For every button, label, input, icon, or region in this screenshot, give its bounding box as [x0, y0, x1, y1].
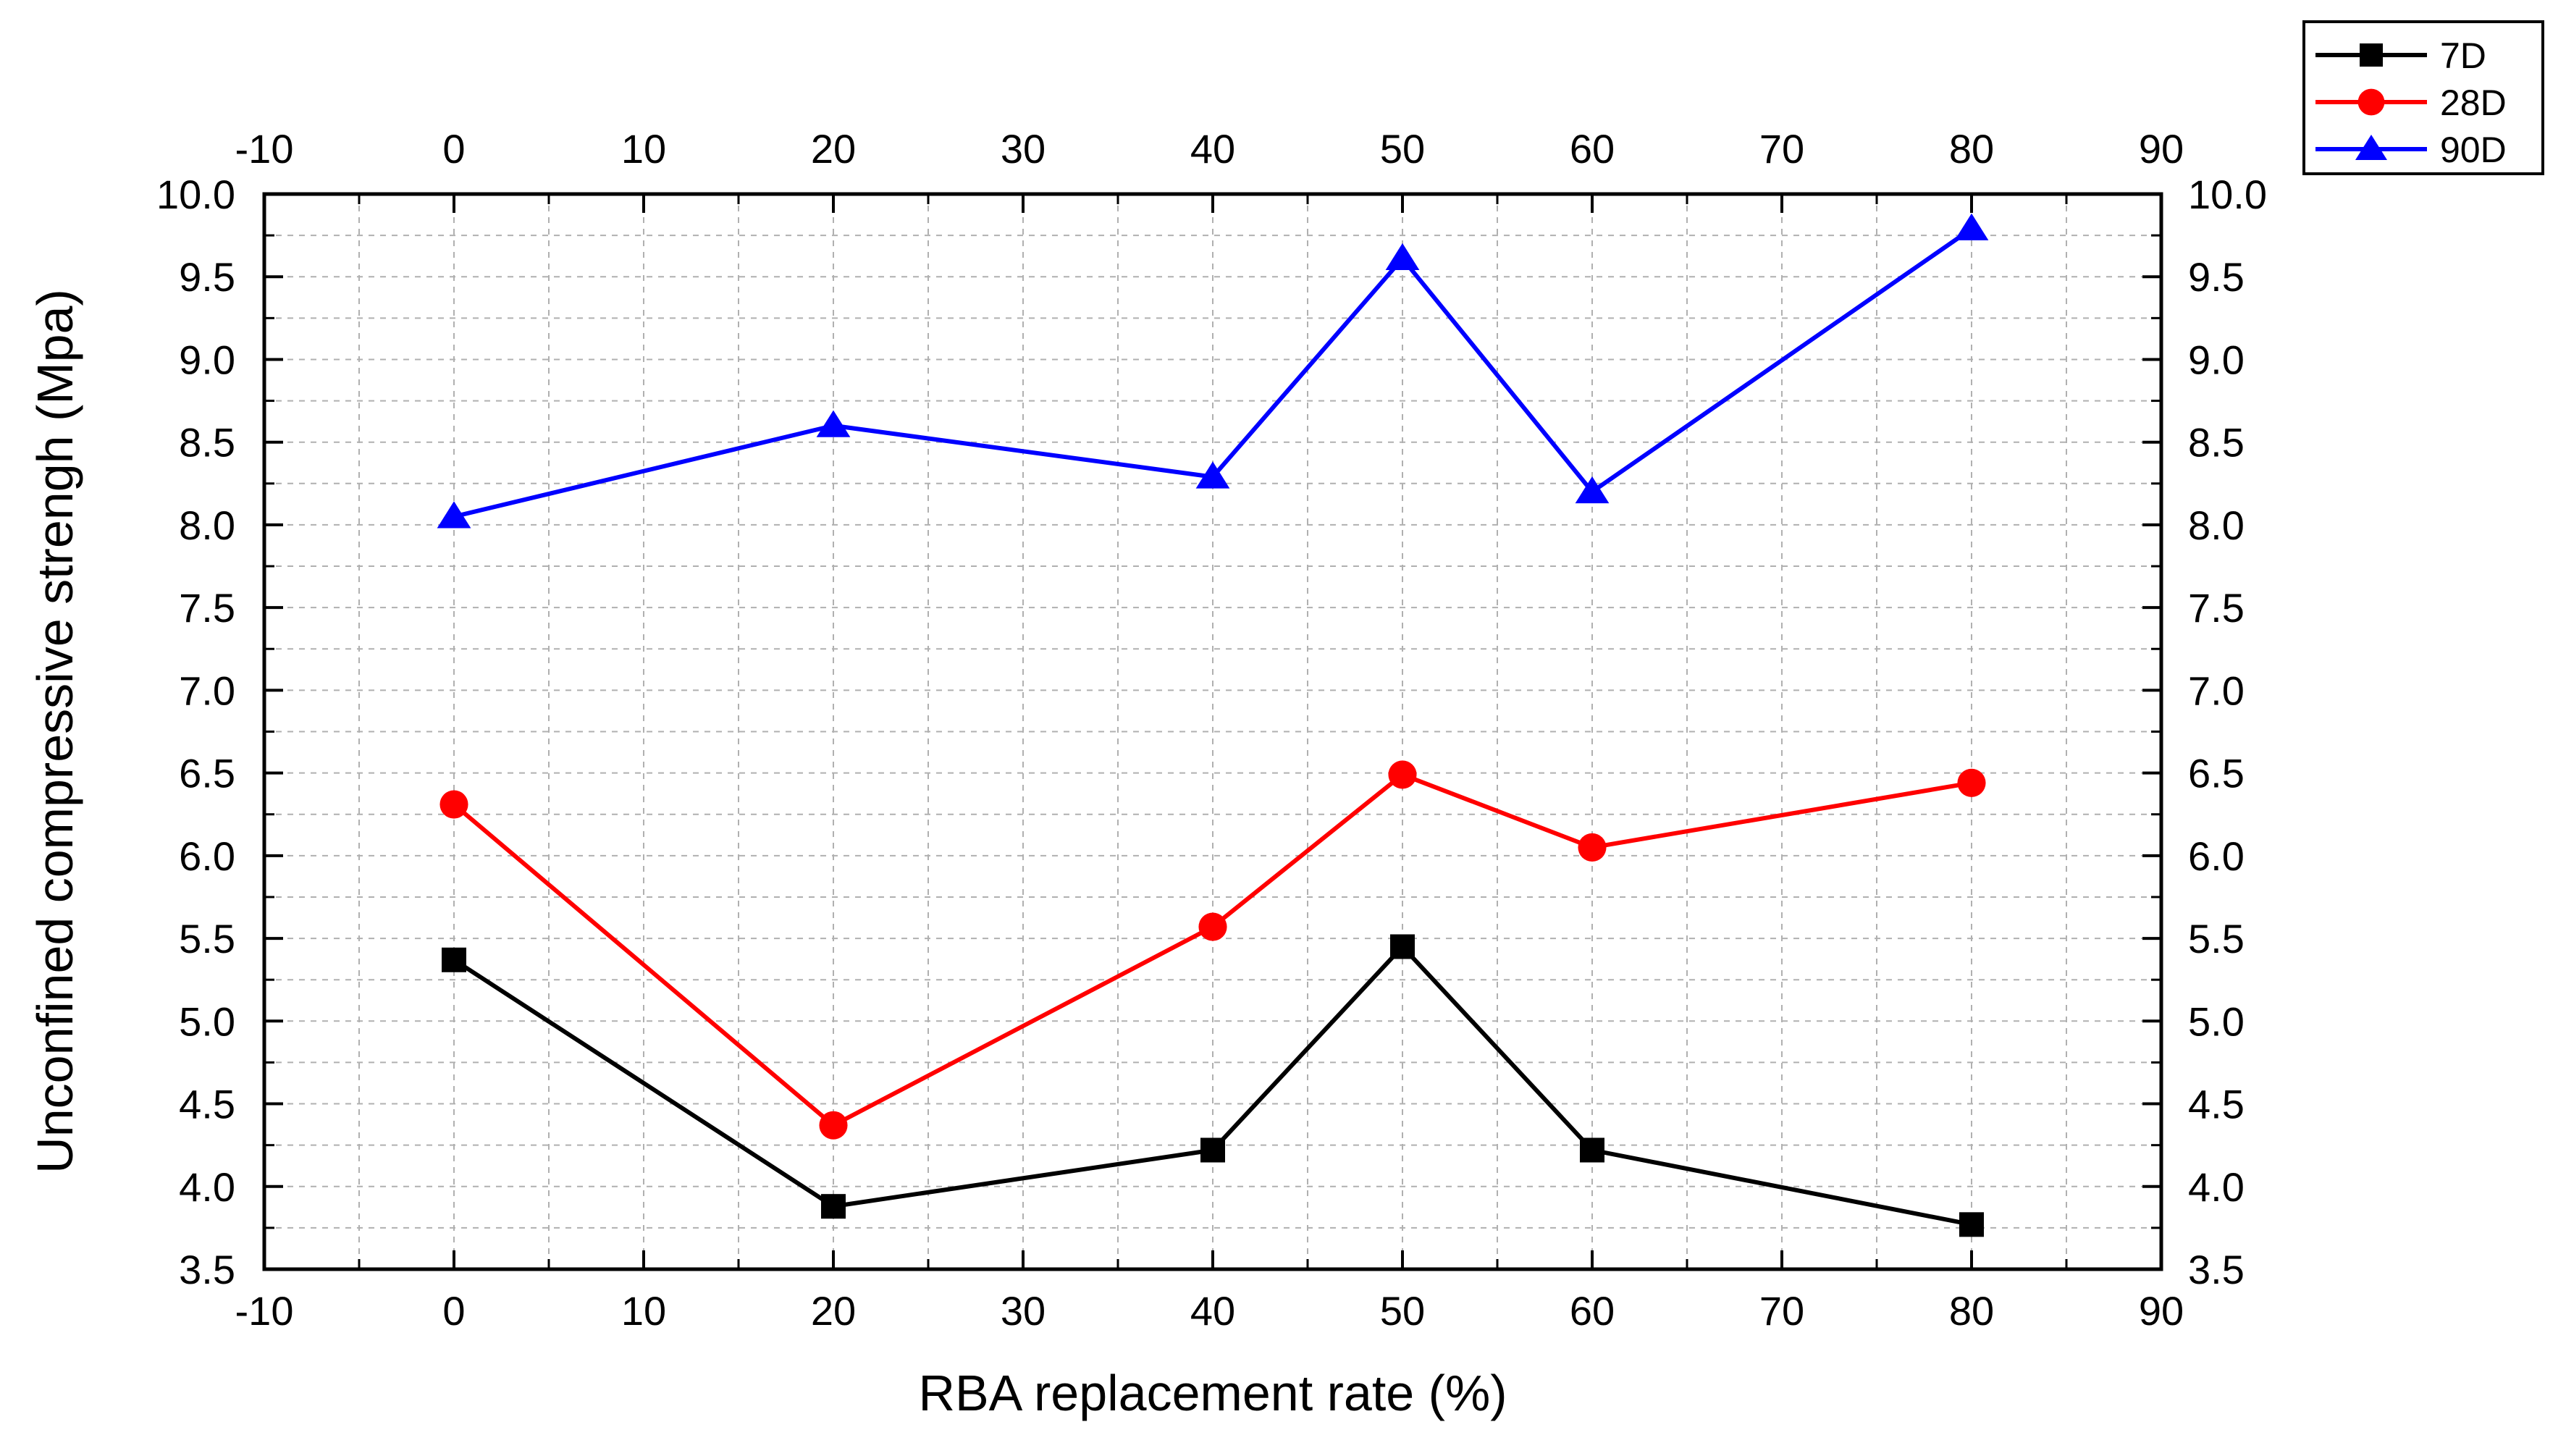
x-tick-label-top: 60 [1570, 126, 1615, 172]
series [437, 213, 1989, 1237]
legend-item-7d: 7D [2315, 35, 2486, 76]
y-tick-label-right: 9.0 [2188, 337, 2245, 382]
y-tick-label-left: 7.5 [179, 585, 235, 631]
data-point-28d [439, 790, 468, 819]
series-line-28d [453, 772, 1972, 1128]
x-tick-label: 90 [2139, 1288, 2184, 1334]
y-tick-label-left: 9.0 [179, 337, 235, 382]
legend: 7D 28D 90D [2302, 20, 2544, 175]
y-tick-label-left: 8.0 [179, 502, 235, 548]
legend-marker-28d [2357, 88, 2385, 116]
y-tick-label-left: 4.5 [179, 1082, 235, 1127]
series-line-90d [453, 227, 1973, 519]
x-tick-label: 10 [621, 1288, 666, 1334]
x-tick-label-top: 70 [1759, 126, 1804, 172]
data-point-28d [1388, 760, 1417, 789]
y-tick-label-left: 4.0 [179, 1164, 235, 1210]
y-tick-label-right: 7.5 [2188, 585, 2245, 631]
y-tick-label-right: 4.5 [2188, 1082, 2245, 1127]
data-point-90d [816, 410, 851, 437]
x-tick-label-top: 30 [1001, 126, 1046, 172]
x-tick-label: 80 [1949, 1288, 1994, 1334]
y-tick-label-left: 5.5 [179, 916, 235, 961]
x-tick-label: 20 [811, 1288, 856, 1334]
data-point-90d [437, 501, 471, 529]
y-tick-label-right: 10.0 [2188, 172, 2267, 217]
data-point-28d [819, 1111, 848, 1140]
x-tick-label-top: 40 [1190, 126, 1235, 172]
y-tick-label-right: 3.5 [2188, 1247, 2245, 1292]
x-tick-label-top: 20 [811, 126, 856, 172]
x-axis-bottom-labels: -10 0 10 20 30 40 50 60 70 80 90 [235, 1288, 2184, 1334]
x-tick-label: 0 [442, 1288, 465, 1334]
y-tick-label-left: 5.0 [179, 998, 235, 1044]
data-point-7d [442, 947, 466, 972]
y-tick-label-left: 7.0 [179, 668, 235, 713]
x-tick-label-top: 0 [442, 126, 465, 172]
y-tick-label-left: 9.5 [179, 254, 235, 300]
legend-label-7d: 7D [2440, 35, 2486, 76]
y-tick-label-right: 7.0 [2188, 668, 2245, 713]
data-point-7d [1959, 1212, 1984, 1237]
y-tick-label-right: 4.0 [2188, 1164, 2245, 1210]
y-tick-label-left: 10.0 [156, 172, 235, 217]
y-tick-label-left: 3.5 [179, 1247, 235, 1292]
data-point-7d [1580, 1137, 1604, 1163]
data-point-28d [1578, 833, 1607, 862]
y-tick-label-right: 6.5 [2188, 751, 2245, 796]
data-point-7d [821, 1194, 846, 1219]
x-tick-label: 30 [1001, 1288, 1046, 1334]
y-tick-label-right: 9.5 [2188, 254, 2245, 300]
series-28d [439, 760, 1986, 1140]
x-tick-label-top: 50 [1380, 126, 1425, 172]
x-tick-label: 60 [1570, 1288, 1615, 1334]
x-tick-label-top: 10 [621, 126, 666, 172]
series-7d [442, 934, 1984, 1237]
axis-ticks [263, 193, 2163, 1271]
y-tick-label-right: 8.5 [2188, 420, 2245, 466]
legend-items: 7D 28D 90D [2315, 35, 2507, 170]
data-point-90d [1195, 461, 1230, 489]
series-90d [437, 213, 1989, 529]
grid [264, 194, 2161, 1269]
legend-marker-90d [2355, 135, 2387, 160]
data-point-90d [1954, 213, 1989, 240]
y-tick-label-right: 6.0 [2188, 833, 2245, 879]
data-point-7d [1200, 1137, 1225, 1163]
series-line-7d [453, 943, 1972, 1227]
y-tick-label-left: 6.5 [179, 751, 235, 796]
x-tick-label-top: -10 [235, 126, 294, 172]
y-axis-right-labels: 3.5 4.0 4.5 5.0 5.5 6.0 6.5 7.0 7.5 8.0 8.5 9.0 9.5 1… [2188, 172, 2267, 1292]
data-point-28d [1198, 912, 1227, 941]
data-point-90d [1385, 243, 1420, 271]
y-tick-label-right: 5.0 [2188, 998, 2245, 1044]
data-point-7d [1390, 934, 1415, 959]
y-tick-label-left: 8.5 [179, 420, 235, 466]
x-tick-label-top: 80 [1949, 126, 1994, 172]
legend-marker-7d [2360, 43, 2383, 67]
data-point-28d [1957, 768, 1986, 797]
x-axis-top-labels: -10 0 10 20 30 40 50 60 70 80 90 [235, 126, 2184, 172]
data-point-90d [1575, 476, 1610, 504]
y-axis-title: Unconfined compressive strengh (Mpa) [27, 289, 83, 1174]
x-tick-label: 70 [1759, 1288, 1804, 1334]
y-tick-label-left: 6.0 [179, 833, 235, 879]
legend-item-28d: 28D [2315, 83, 2507, 123]
legend-label-28d: 28D [2440, 83, 2507, 123]
x-tick-label: 50 [1380, 1288, 1425, 1334]
y-tick-label-right: 8.0 [2188, 502, 2245, 548]
x-tick-label: -10 [235, 1288, 294, 1334]
x-tick-label-top: 90 [2139, 126, 2184, 172]
x-tick-label: 40 [1190, 1288, 1235, 1334]
y-tick-label-right: 5.5 [2188, 916, 2245, 961]
legend-item-90d: 90D [2315, 130, 2507, 170]
legend-label-90d: 90D [2440, 130, 2507, 170]
y-axis-left-labels: 3.5 4.0 4.5 5.0 5.5 6.0 6.5 7.0 7.5 8.0 8.5 9.0 9.5 1… [156, 172, 235, 1292]
x-axis-title: RBA replacement rate (%) [918, 1365, 1507, 1421]
